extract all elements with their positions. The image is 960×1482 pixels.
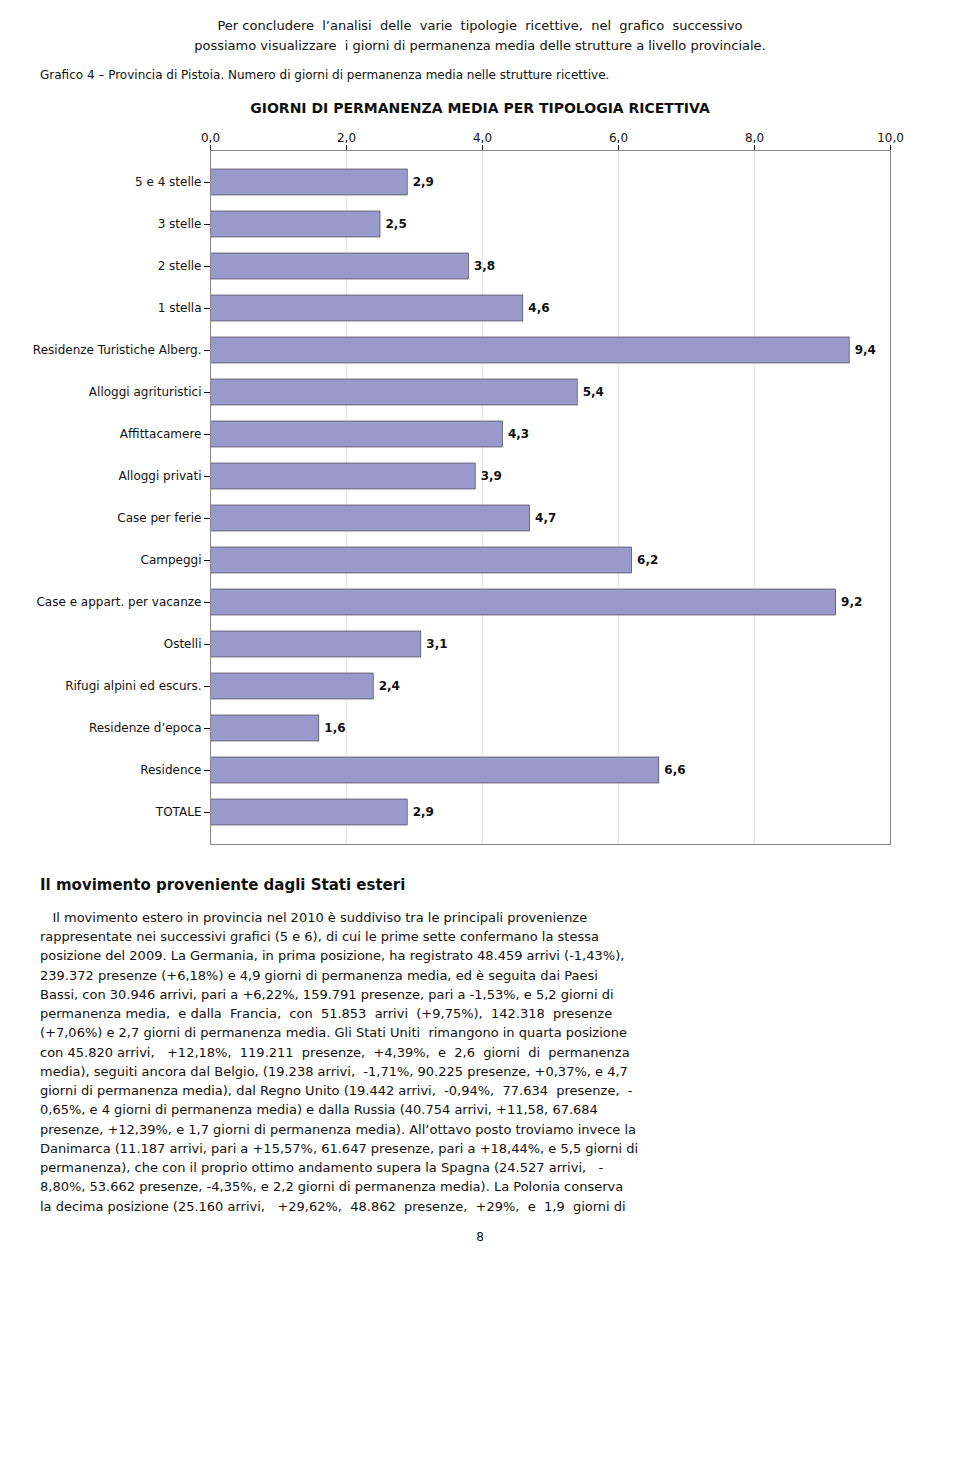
svg-text:4,0: 4,0	[473, 131, 492, 145]
svg-text:Case e appart. per vacanze: Case e appart. per vacanze	[36, 595, 201, 609]
svg-text:8,0: 8,0	[745, 131, 764, 145]
svg-text:6,6: 6,6	[664, 763, 685, 777]
svg-text:4,7: 4,7	[535, 511, 556, 525]
html-text:GIORNI DI PERMANENZA MEDIA PER: GIORNI DI PERMANENZA MEDIA PER TIPOLOGIA…	[250, 100, 710, 116]
svg-text:Residenze d’epoca: Residenze d’epoca	[89, 721, 202, 735]
svg-text:4,6: 4,6	[528, 301, 549, 315]
svg-text:Alloggi agrituristici: Alloggi agrituristici	[89, 385, 202, 399]
svg-text:3 stelle: 3 stelle	[158, 217, 202, 231]
html-text:Per concludere l’analisi delle: Per concludere l’analisi delle varie tip…	[194, 18, 766, 53]
svg-text:9,2: 9,2	[841, 595, 862, 609]
svg-text:6,2: 6,2	[637, 553, 658, 567]
svg-text:5,4: 5,4	[583, 385, 604, 399]
html-text:Il movimento estero in provinc: Il movimento estero in provincia nel 201…	[40, 910, 639, 1214]
html-text:Grafico 4 – Provincia di Pisto: Grafico 4 – Provincia di Pistoia. Numero…	[40, 68, 610, 82]
svg-text:1,6: 1,6	[324, 721, 345, 735]
svg-text:Residence: Residence	[140, 763, 201, 777]
svg-text:9,4: 9,4	[855, 343, 876, 357]
svg-text:2,5: 2,5	[386, 217, 407, 231]
svg-text:4,3: 4,3	[508, 427, 529, 441]
svg-text:Ostelli: Ostelli	[164, 637, 202, 651]
html-text:Il movimento proveniente dagli: Il movimento proveniente dagli Stati est…	[40, 876, 406, 894]
svg-text:2 stelle: 2 stelle	[158, 259, 202, 273]
svg-text:2,9: 2,9	[413, 805, 434, 819]
html-text:8: 8	[476, 1229, 484, 1244]
svg-text:3,1: 3,1	[426, 637, 447, 651]
svg-text:5 e 4 stelle: 5 e 4 stelle	[135, 175, 202, 189]
svg-text:Alloggi privati: Alloggi privati	[119, 469, 202, 483]
svg-text:10,0: 10,0	[877, 131, 904, 145]
svg-text:2,4: 2,4	[379, 679, 400, 693]
svg-text:Residenze Turistiche Alberg.: Residenze Turistiche Alberg.	[33, 343, 202, 357]
svg-text:2,0: 2,0	[337, 131, 356, 145]
svg-text:0,0: 0,0	[201, 131, 220, 145]
svg-text:3,9: 3,9	[481, 469, 502, 483]
svg-text:Rifugi alpini ed escurs.: Rifugi alpini ed escurs.	[65, 679, 201, 693]
svg-text:TOTALE: TOTALE	[155, 805, 202, 819]
svg-text:Campeggi: Campeggi	[141, 553, 202, 567]
svg-text:Case per ferie: Case per ferie	[117, 511, 201, 525]
svg-text:1 stella: 1 stella	[158, 301, 202, 315]
svg-text:3,8: 3,8	[474, 259, 495, 273]
svg-text:2,9: 2,9	[413, 175, 434, 189]
svg-text:Affittacamere: Affittacamere	[120, 427, 202, 441]
svg-text:6,0: 6,0	[609, 131, 628, 145]
